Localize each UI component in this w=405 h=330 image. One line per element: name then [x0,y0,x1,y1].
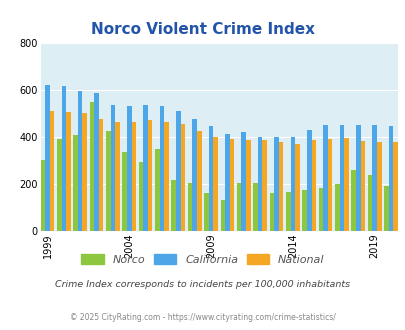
Bar [220,200,225,231]
Bar [392,142,397,231]
Bar [196,131,201,231]
Bar [208,126,213,231]
Bar [294,144,299,231]
Bar [155,149,159,231]
Bar [180,124,185,231]
Bar [383,186,388,231]
Bar [192,119,196,231]
Bar [318,187,322,231]
Bar [143,105,147,231]
Bar [78,91,82,231]
Bar [290,137,294,231]
Bar [94,93,98,231]
Bar [339,125,343,231]
Bar [188,183,192,231]
Bar [127,106,131,231]
Bar [245,141,250,231]
Bar [360,141,364,231]
Bar [204,193,208,231]
Bar [376,142,381,231]
Text: Norco Violent Crime Index: Norco Violent Crime Index [91,22,314,37]
Bar [73,135,78,231]
Bar [371,125,376,231]
Bar [164,122,168,231]
Bar [82,114,87,231]
Bar [225,134,229,231]
Bar [147,120,152,231]
Bar [213,137,217,231]
Bar [106,131,110,231]
Bar [171,181,176,231]
Bar [122,152,127,231]
Bar [62,86,66,231]
Bar [229,139,234,231]
Bar [343,138,348,231]
Bar [253,183,257,231]
Bar [302,190,306,231]
Bar [115,122,119,231]
Bar [285,192,290,231]
Bar [322,125,327,231]
Bar [262,141,266,231]
Text: Crime Index corresponds to incidents per 100,000 inhabitants: Crime Index corresponds to incidents per… [55,280,350,289]
Bar [306,130,311,231]
Bar [388,126,392,231]
Bar [327,139,332,231]
Bar [334,184,339,231]
Bar [90,102,94,231]
Bar [40,160,45,231]
Bar [367,175,371,231]
Bar [237,183,241,231]
Bar [278,142,283,231]
Bar [66,112,70,231]
Bar [257,137,262,231]
Bar [50,111,54,231]
Bar [269,193,273,231]
Legend: Norco, California, National: Norco, California, National [77,250,328,269]
Bar [139,162,143,231]
Bar [57,139,62,231]
Bar [98,119,103,231]
Bar [311,141,315,231]
Bar [131,122,136,231]
Bar [110,105,115,231]
Bar [176,111,180,231]
Bar [159,106,164,231]
Bar [241,132,245,231]
Bar [273,137,278,231]
Bar [45,85,50,231]
Text: © 2025 CityRating.com - https://www.cityrating.com/crime-statistics/: © 2025 CityRating.com - https://www.city… [70,313,335,322]
Bar [355,125,360,231]
Bar [351,170,355,231]
